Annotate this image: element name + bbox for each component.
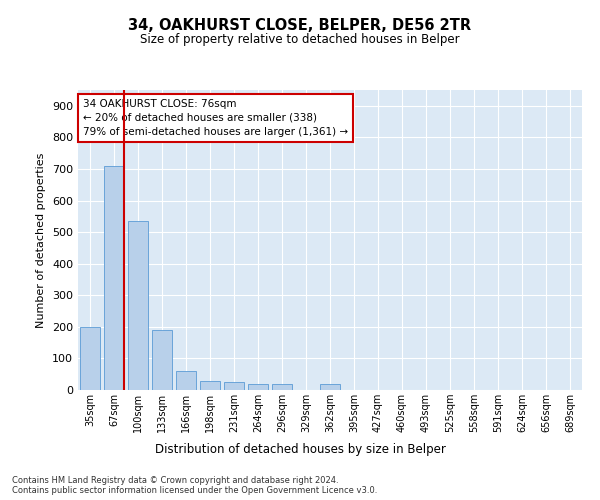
Text: Size of property relative to detached houses in Belper: Size of property relative to detached ho… <box>140 32 460 46</box>
Bar <box>320 384 340 390</box>
Bar <box>272 384 292 390</box>
Bar <box>128 221 148 390</box>
Bar <box>248 384 268 390</box>
Bar <box>80 327 100 390</box>
Bar <box>224 382 244 390</box>
Text: Distribution of detached houses by size in Belper: Distribution of detached houses by size … <box>155 442 445 456</box>
Text: 34 OAKHURST CLOSE: 76sqm
← 20% of detached houses are smaller (338)
79% of semi-: 34 OAKHURST CLOSE: 76sqm ← 20% of detach… <box>83 99 348 137</box>
Bar <box>104 166 124 390</box>
Bar <box>200 380 220 390</box>
Y-axis label: Number of detached properties: Number of detached properties <box>37 152 46 328</box>
Text: 34, OAKHURST CLOSE, BELPER, DE56 2TR: 34, OAKHURST CLOSE, BELPER, DE56 2TR <box>128 18 472 32</box>
Bar <box>152 330 172 390</box>
Bar <box>176 371 196 390</box>
Text: Contains HM Land Registry data © Crown copyright and database right 2024.
Contai: Contains HM Land Registry data © Crown c… <box>12 476 377 495</box>
